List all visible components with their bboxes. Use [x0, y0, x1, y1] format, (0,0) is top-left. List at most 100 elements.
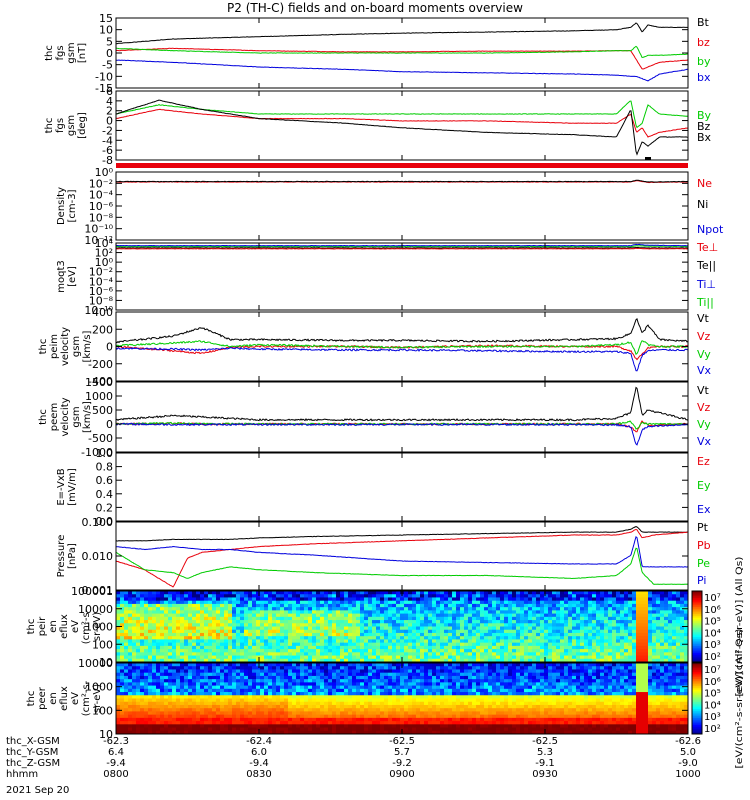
- legend-Vz: Vz: [697, 330, 711, 343]
- ytick-label: 10⁻²: [89, 266, 113, 279]
- axis-value: 5.3: [537, 747, 553, 758]
- ytick-label: 10: [99, 24, 113, 37]
- axis-value: 0800: [103, 769, 128, 780]
- colorbar-label: [eV/(cm²-s-sr-eV)] (All Qs): [735, 629, 745, 769]
- ytick-label: 0.6: [96, 474, 114, 487]
- ytick-label: 500: [92, 404, 113, 417]
- ytick-label: 1.0: [96, 447, 114, 460]
- ytick-label: 6: [106, 85, 113, 98]
- ylabel-line: thc: [44, 45, 55, 61]
- ylabel-line: sr-eV): [92, 612, 103, 641]
- series-group: [116, 99, 688, 156]
- ylabel-line: Density: [56, 187, 67, 225]
- axis-value: 0830: [246, 769, 271, 780]
- ytick-label: 10: [99, 656, 113, 669]
- ylabel-line: eflux: [59, 686, 70, 711]
- ylabel-line: moqt3: [56, 260, 67, 293]
- axis-row-label: thc_X-GSM: [6, 736, 60, 747]
- ytick-label: 10⁻²: [89, 177, 113, 190]
- legend-Bt: Bt: [697, 16, 710, 29]
- legend-Bz: Bz: [697, 120, 711, 133]
- colorbar-tick: 10⁶: [704, 605, 721, 616]
- ylabel-line: gsm: [66, 115, 77, 136]
- ylabel-line: [cm-3]: [67, 189, 78, 222]
- ytick-label: 100001: [71, 585, 113, 598]
- ytick-label: 0.0: [96, 515, 114, 528]
- series-line-Ni: [116, 179, 688, 183]
- colorbar-tick: 10⁵: [704, 689, 721, 700]
- series-group: [116, 318, 688, 372]
- ytick-label: 0.2: [96, 501, 114, 514]
- axis-row-label: thc_Y-GSM: [6, 747, 58, 758]
- legend-by: by: [697, 55, 711, 68]
- ytick-label: -6: [102, 144, 113, 157]
- axis-row-label: hhmm: [6, 769, 38, 780]
- axis-value: 1000: [675, 769, 700, 780]
- legend-bz: bz: [697, 36, 710, 49]
- legend-Ez: Ez: [697, 455, 710, 468]
- colorbar-tick: 10⁶: [704, 677, 721, 688]
- legend-Ex: Ex: [697, 503, 711, 516]
- ytick-label: -8: [102, 154, 113, 167]
- ytick-label: 1000: [85, 681, 113, 694]
- legend-Vx: Vx: [697, 435, 712, 448]
- series-line-Vt: [116, 386, 688, 422]
- ytick-label: 200: [92, 323, 113, 336]
- series-line-Vt: [116, 318, 688, 344]
- ytick-label: 10⁻⁶: [89, 285, 114, 298]
- colorbar-tick: 10²: [704, 652, 721, 663]
- axis-value: -62.6: [675, 736, 701, 747]
- ylabel-line: thc: [44, 118, 55, 134]
- series-line-Pi: [116, 535, 688, 568]
- ylabel-line: gsm: [71, 336, 82, 357]
- series-line-bx: [116, 59, 688, 82]
- axis-value: 5.7: [394, 747, 410, 758]
- ylabel-line: peer: [37, 686, 48, 710]
- axis-value: -9.4: [106, 758, 126, 769]
- colorbar-tick: 10³: [704, 640, 721, 651]
- ytick-label: 1000: [85, 621, 113, 634]
- colorbar-label: [eV/(cm²-s-sr-eV)] (All Qs): [735, 557, 745, 697]
- ytick-label: 2: [106, 105, 113, 118]
- axis-value: 6.4: [108, 747, 124, 758]
- ylabel-line: en: [48, 620, 59, 633]
- legend-Pe: Pe: [697, 557, 710, 570]
- ytick-label: 10⁻⁴: [89, 189, 114, 202]
- event-marker: [645, 157, 651, 160]
- legend-Bx: Bx: [697, 131, 712, 144]
- axis-value: -62.5: [389, 736, 415, 747]
- colorbar-tick: 10²: [704, 724, 721, 735]
- legend-Vt: Vt: [697, 384, 710, 397]
- legend-Vx: Vx: [697, 364, 712, 377]
- series-line-Bz: [116, 108, 688, 138]
- heatmap-cells: [116, 663, 689, 735]
- ytick-label: 4: [106, 95, 113, 108]
- colorbar-tick: 10⁴: [704, 628, 721, 639]
- time-axis: thc_X-GSMthc_Y-GSMthc_Z-GSMhhmm-62.36.4-…: [6, 736, 701, 780]
- legend-Pt: Pt: [697, 521, 709, 534]
- series-line-Bx: [116, 99, 688, 156]
- axis-value: -9.0: [678, 758, 698, 769]
- ytick-label: 10⁻⁸: [89, 211, 114, 224]
- ytick-label: 100: [92, 704, 113, 717]
- colorbar-tick: 10⁴: [704, 700, 721, 711]
- ytick-label: 0: [106, 341, 113, 354]
- ylabel-line: thc: [38, 409, 49, 425]
- axis-value: -9.1: [535, 758, 555, 769]
- ylabel-line: peir: [37, 616, 48, 636]
- ytick-label: 10⁻⁶: [89, 200, 114, 213]
- ylabel-line: eflux: [59, 614, 70, 639]
- ylabel-line: [km/s]: [82, 330, 93, 362]
- ylabel-line: thc: [38, 339, 49, 355]
- series-group: [116, 179, 688, 184]
- ylabel-line: eV: [70, 692, 81, 705]
- ylabel-line: [km/s]: [82, 401, 93, 433]
- ylabel-line: [deg]: [77, 112, 88, 139]
- panel-frame: [115, 90, 689, 161]
- axis-row-label: thc_Z-GSM: [6, 758, 60, 769]
